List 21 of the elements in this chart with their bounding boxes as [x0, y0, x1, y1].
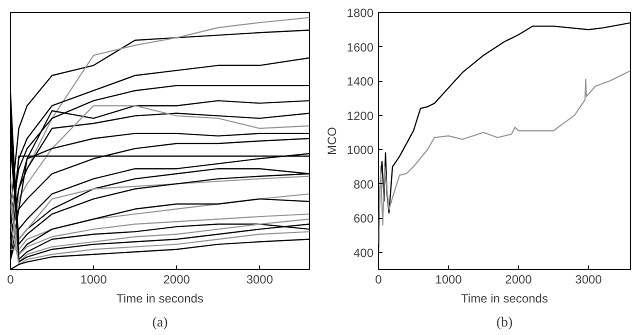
y-tick-label: 1200: [346, 108, 374, 123]
y-tick-label: 400: [353, 246, 374, 260]
y-tick-label: 1600: [346, 40, 374, 54]
x-tick-label: 0: [375, 272, 382, 286]
y-tick-label: 600: [353, 212, 374, 226]
x-tick-label: 0: [7, 272, 14, 286]
y-axis-title: MCO: [324, 127, 339, 155]
x-tick-label: 2000: [505, 272, 532, 286]
x-tick-label: 1000: [80, 272, 108, 286]
text: (b): [496, 316, 513, 330]
x-tick-label: 2000: [163, 272, 190, 286]
x-tick-label: 3000: [575, 272, 602, 286]
y-tick-label: 1800: [346, 6, 374, 20]
y-tick-label: 800: [353, 177, 374, 192]
x-tick-label: 1000: [435, 272, 462, 286]
y-tick-label: 1000: [346, 143, 374, 158]
y-tick-label: 1400: [346, 74, 374, 89]
x-tick-label: 3000: [246, 272, 274, 286]
x-axis-title: Time in seconds: [461, 292, 548, 306]
text: (a): [152, 316, 168, 330]
x-axis-title: Time in seconds: [116, 292, 204, 306]
